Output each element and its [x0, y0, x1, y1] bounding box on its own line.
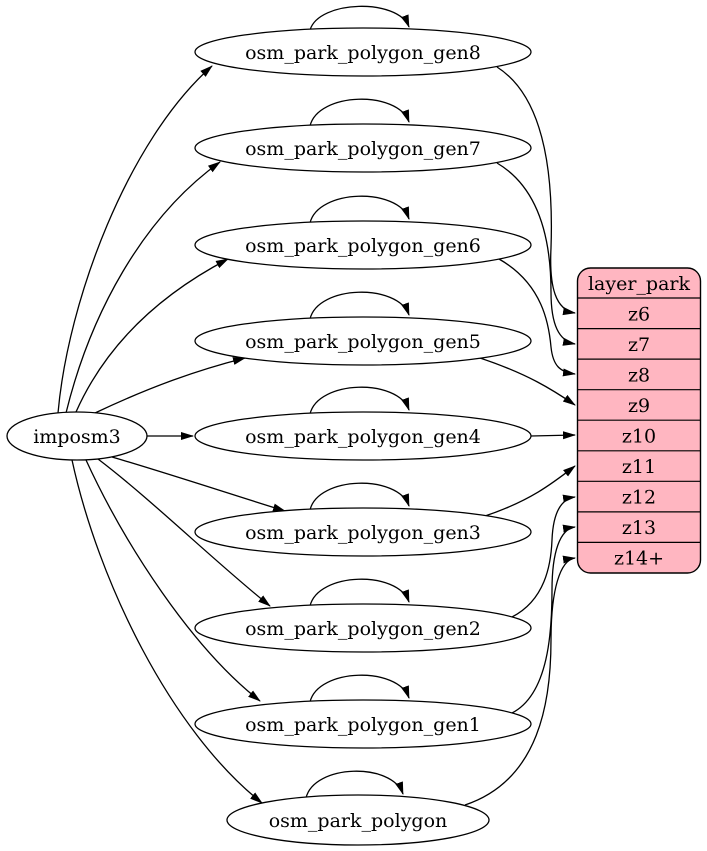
self-loop-gen2: [309, 578, 410, 607]
self-loop-gen8: [309, 5, 410, 31]
gen4-ellipse: [194, 411, 532, 461]
layer-park-row-z14: z14+: [614, 548, 664, 570]
edge-imposm3-to-gen3: [111, 456, 286, 512]
gen8-label: osm_park_polygon_gen8: [245, 42, 481, 64]
edge-gen5-to-z9: [479, 357, 576, 406]
imposm3-ellipse: [6, 411, 148, 461]
node-osm-park-polygon-gen3: osm_park_polygon_gen3: [194, 507, 532, 557]
gen8-ellipse: [194, 27, 532, 77]
layer-park-row-z12: z12: [622, 487, 656, 509]
node-osm-park-polygon-gen8: osm_park_polygon_gen8: [194, 27, 532, 77]
layer-park-title: layer_park: [588, 273, 691, 295]
layer-park-row-z10: z10: [622, 426, 656, 448]
edge-gen3-to-z11: [484, 465, 576, 517]
gen5-ellipse: [194, 316, 532, 366]
edge-gen1-to-z13: [511, 524, 576, 714]
layer-park-row-z13: z13: [622, 517, 656, 539]
edge-gen4-to-z10: [530, 431, 576, 440]
edge-gen6-to-z8: [498, 258, 576, 377]
self-loop-gen6: [309, 195, 410, 224]
polygon-label: osm_park_polygon: [269, 810, 448, 832]
edge-imposm3-to-polygon: [71, 459, 263, 804]
edge-gen7-to-z7: [496, 162, 576, 346]
edges-source-to-tables: [57, 65, 286, 804]
edge-imposm3-to-gen1: [85, 459, 261, 702]
node-osm-park-polygon-gen4: osm_park_polygon_gen4: [194, 411, 532, 461]
edge-polygon-to-z14: [464, 555, 576, 806]
node-osm-park-polygon-gen5: osm_park_polygon_gen5: [194, 316, 532, 366]
gen3-ellipse: [194, 507, 532, 557]
edge-imposm3-to-gen5: [94, 357, 246, 414]
node-osm-park-polygon: osm_park_polygon: [226, 794, 490, 846]
node-osm-park-polygon-gen7: osm_park_polygon_gen7: [194, 123, 532, 173]
layer-park-row-z11: z11: [622, 456, 656, 478]
self-loop-gen7: [309, 98, 410, 127]
node-imposm3: imposm3: [6, 411, 148, 461]
layer-park-row-z7: z7: [628, 334, 650, 356]
layer-park-row-z9: z9: [628, 395, 650, 417]
gen3-label: osm_park_polygon_gen3: [245, 522, 481, 544]
node-osm-park-polygon-gen1: osm_park_polygon_gen1: [194, 699, 532, 749]
self-loop-polygon: [305, 770, 404, 799]
edge-imposm3-to-gen2: [97, 458, 271, 607]
self-loop-gen4: [309, 386, 410, 415]
gen2-ellipse: [194, 603, 532, 653]
layer-park-table: layer_park z6 z7 z8 z9 z10 z11 z12 z13 z…: [576, 267, 702, 574]
self-loop-edges: [305, 5, 410, 799]
edges-tables-to-layer: [464, 66, 576, 806]
node-osm-park-polygon-gen2: osm_park_polygon_gen2: [194, 603, 532, 653]
edge-imposm3-to-gen7: [65, 161, 221, 414]
edge-imposm3-to-gen8: [57, 65, 213, 414]
gen7-ellipse: [194, 123, 532, 173]
polygon-ellipse: [226, 794, 490, 846]
gen6-ellipse: [194, 220, 532, 270]
self-loop-gen3: [309, 482, 410, 511]
self-loop-gen5: [309, 291, 410, 320]
gen4-label: osm_park_polygon_gen4: [245, 426, 481, 448]
imposm3-label: imposm3: [33, 426, 121, 448]
gen1-label: osm_park_polygon_gen1: [245, 714, 481, 736]
edge-gen2-to-z12: [511, 494, 576, 618]
edge-imposm3-to-gen6: [75, 258, 229, 413]
edge-gen8-to-z6: [496, 66, 576, 316]
layer-park-row-z8: z8: [628, 364, 650, 386]
gen7-label: osm_park_polygon_gen7: [245, 138, 481, 160]
layer-park-row-z6: z6: [628, 303, 650, 325]
gen5-label: osm_park_polygon_gen5: [245, 331, 481, 353]
self-loop-gen1: [309, 674, 410, 703]
gen6-label: osm_park_polygon_gen6: [245, 235, 481, 257]
node-osm-park-polygon-gen6: osm_park_polygon_gen6: [194, 220, 532, 270]
gen1-ellipse: [194, 699, 532, 749]
gen2-label: osm_park_polygon_gen2: [245, 618, 481, 640]
